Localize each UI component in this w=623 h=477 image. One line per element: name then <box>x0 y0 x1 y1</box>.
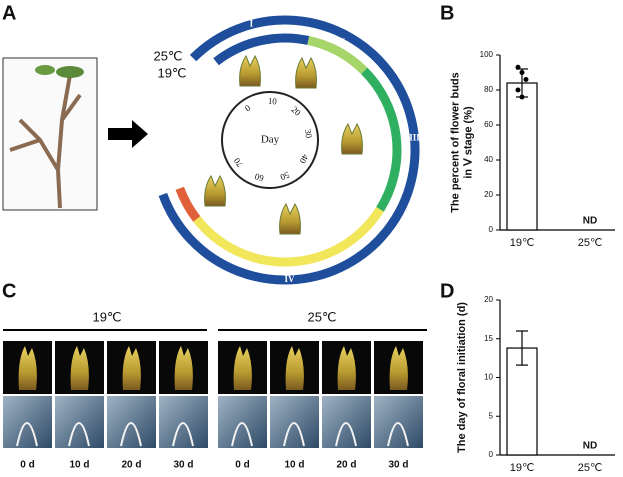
stage-label: II <box>338 37 346 47</box>
panel-label: B <box>440 2 454 24</box>
day-label: 20 d <box>336 460 356 471</box>
y-axis-title: The percent of flower buds <box>449 72 461 213</box>
ring-19c-stage <box>307 36 368 75</box>
day-label: 10 d <box>284 460 304 471</box>
panel-label: C <box>2 280 16 302</box>
y-tick-label: 20 <box>484 190 493 199</box>
bud-photo <box>337 346 356 390</box>
temp-label: 25℃ <box>153 48 182 63</box>
section-image <box>218 396 267 448</box>
bud-photo <box>285 346 304 390</box>
section-image <box>55 396 104 448</box>
y-tick-label: 0 <box>489 450 494 459</box>
ring-19c-stage <box>193 206 384 267</box>
value-label: ND <box>583 216 597 227</box>
ring-19c-stage <box>175 186 201 222</box>
section-detail <box>387 422 409 447</box>
bud-photo <box>70 346 89 390</box>
bud-photo <box>233 346 252 390</box>
stage-label: III <box>409 133 420 143</box>
section-detail <box>283 422 305 447</box>
y-tick-label: 0 <box>489 225 494 234</box>
x-tick-label: 19℃ <box>510 237 535 249</box>
section-detail <box>335 422 357 447</box>
dial-tick-label: 60 <box>253 171 265 183</box>
stage-label: I <box>250 18 254 28</box>
day-label: 10 d <box>69 460 89 471</box>
section-image <box>3 396 52 448</box>
y-tick-label: 40 <box>484 155 493 164</box>
data-point <box>515 64 521 70</box>
y-tick-label: 10 <box>484 373 493 382</box>
dial-face <box>221 91 319 189</box>
x-tick-label: 25℃ <box>578 237 603 249</box>
dial-title: Day <box>261 134 280 146</box>
x-tick-label: 25℃ <box>578 462 603 474</box>
data-point <box>515 87 521 93</box>
section-image <box>374 396 423 448</box>
day-label: 0 d <box>20 460 34 471</box>
y-tick-label: 60 <box>484 120 493 129</box>
bar <box>506 82 538 231</box>
bud-photo <box>279 202 301 235</box>
y-tick-label: 20 <box>484 295 493 304</box>
panel-label: D <box>440 280 454 302</box>
bud-photo <box>295 56 317 89</box>
day-label: 0 d <box>235 460 249 471</box>
bud-photo <box>18 346 37 390</box>
stage-label: IV <box>285 274 296 284</box>
y-tick-label: 80 <box>484 85 493 94</box>
section-image <box>322 396 371 448</box>
day-label: 30 d <box>388 460 408 471</box>
panel-label: A <box>2 2 16 24</box>
bud-photo <box>204 174 226 207</box>
dial-tick-label: 0 <box>243 102 253 113</box>
ring-19c-stage <box>213 33 310 66</box>
section-image <box>159 396 208 448</box>
day-label: 20 d <box>121 460 141 471</box>
value-label: ND <box>583 441 597 452</box>
data-point <box>519 70 525 75</box>
dial-tick-label: 10 <box>268 96 278 107</box>
bud-photo <box>122 346 141 390</box>
branch-photo <box>2 57 98 211</box>
section-detail <box>16 422 38 447</box>
ring-25c <box>158 15 420 285</box>
section-detail <box>172 422 194 447</box>
ring-19c-stage <box>361 67 402 212</box>
stage-label: V <box>176 203 183 213</box>
bar <box>506 347 538 456</box>
dial-tick-label: 30 <box>303 128 314 139</box>
section-image <box>107 396 156 448</box>
section-detail <box>68 422 90 447</box>
bud-photo <box>389 346 408 390</box>
arrow <box>108 120 148 148</box>
y-axis-title: The day of floral initiation (d) <box>456 302 468 453</box>
micrographs: 19℃ 0 d 10 d 20 d 30 d 25℃ 0 d 10 d 20 d 30 d <box>3 309 423 471</box>
group-label: 25℃ <box>307 309 336 324</box>
group-label: 19℃ <box>92 309 121 324</box>
bud-photo <box>174 346 193 390</box>
temp-label: 19℃ <box>157 65 186 80</box>
y-tick-label: 5 <box>489 411 494 420</box>
section-detail <box>120 422 142 447</box>
bud-photo <box>341 122 363 155</box>
x-tick-label: 19℃ <box>510 462 535 474</box>
y-axis-title: in Ⅴ stage (%) <box>462 106 474 179</box>
section-detail <box>231 422 253 447</box>
y-tick-label: 15 <box>484 334 493 343</box>
y-tick-label: 100 <box>480 50 494 59</box>
day-label: 30 d <box>173 460 193 471</box>
section-image <box>270 396 319 448</box>
bud-photo <box>239 54 261 87</box>
dial-tick-label: 50 <box>278 170 291 183</box>
data-point <box>523 77 529 82</box>
data-point <box>519 94 525 100</box>
